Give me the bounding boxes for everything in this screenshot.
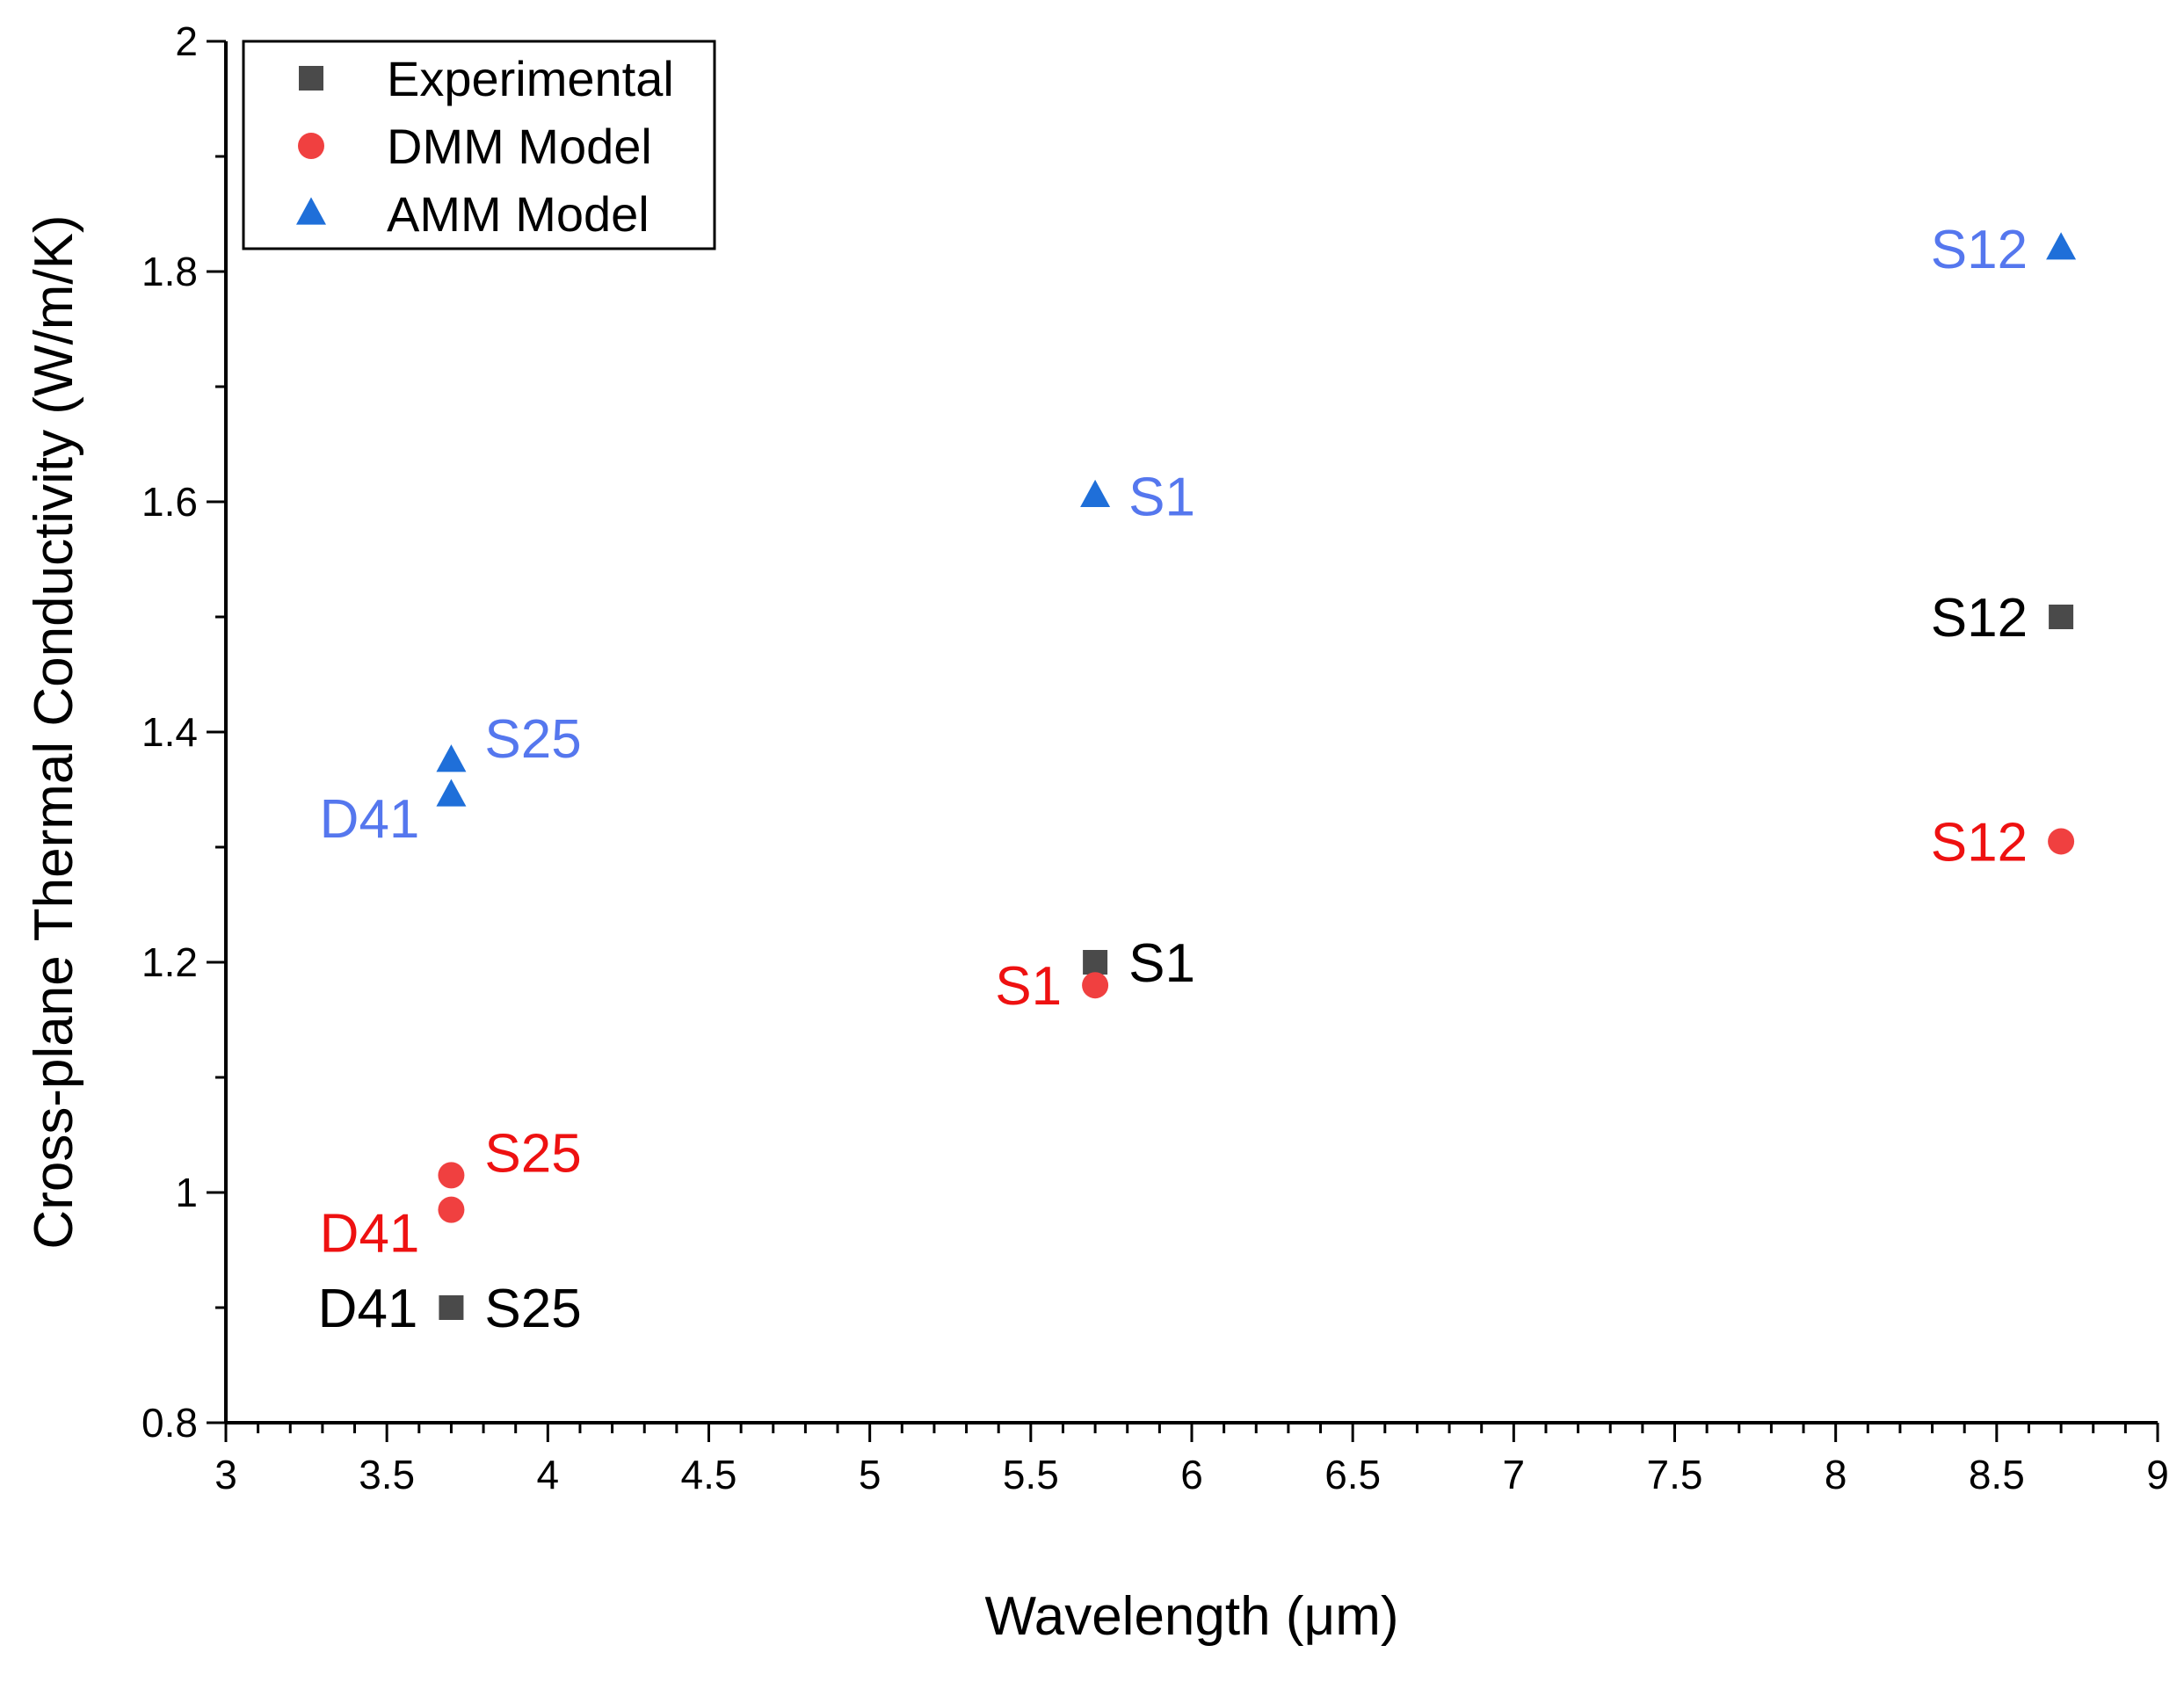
y-tick-label: 1.2 xyxy=(141,939,198,985)
x-tick-label: 7.5 xyxy=(1647,1452,1703,1497)
x-tick-label: 8.5 xyxy=(1969,1452,2025,1497)
dmm-model-point xyxy=(438,1196,465,1223)
dmm-model-point-label: D41 xyxy=(320,1204,420,1265)
x-tick-label: 9 xyxy=(2146,1452,2169,1497)
dmm-model-point-label: S12 xyxy=(1931,812,2028,873)
legend-marker-amm-model xyxy=(296,197,326,225)
amm-model-point xyxy=(436,779,467,807)
y-tick-label: 1.4 xyxy=(141,709,198,755)
experimental-point-label: S12 xyxy=(1931,588,2028,649)
x-tick-label: 8 xyxy=(1825,1452,1847,1497)
y-tick-label: 0.8 xyxy=(141,1400,198,1446)
x-tick-label: 5 xyxy=(859,1452,882,1497)
experimental-point xyxy=(2049,605,2074,629)
x-tick-label: 3 xyxy=(214,1452,237,1497)
y-tick-label: 2 xyxy=(175,18,198,64)
legend-label-dmm-model: DMM Model xyxy=(387,119,652,174)
x-tick-label: 4 xyxy=(537,1452,560,1497)
axes: 3 3.5 4 4.5 5 5.5 6 6.5 7 7.5 8 8.5 9 0.8 1 1.2 1.4 1.6 1.… xyxy=(141,18,2169,1497)
x-tick-label: 7 xyxy=(1503,1452,1526,1497)
dmm-model-point xyxy=(2048,828,2075,855)
legend-marker-experimental xyxy=(299,66,323,91)
legend-marker-dmm-model xyxy=(298,133,324,159)
experimental-point-label: S1 xyxy=(1128,933,1195,994)
amm-model-point xyxy=(2046,232,2077,260)
amm-model-point-label: D41 xyxy=(320,789,420,850)
y-axis-title: Cross-plane Thermal Conductivity (W/m/K) xyxy=(24,214,84,1249)
y-tick-label: 1.6 xyxy=(141,479,198,525)
x-tick-label: 6 xyxy=(1180,1452,1203,1497)
amm-model-point xyxy=(1080,479,1111,508)
x-tick-label: 6.5 xyxy=(1324,1452,1381,1497)
experimental-point-label: S25 xyxy=(484,1279,581,1339)
experimental-point xyxy=(439,1295,464,1320)
amm-model-point xyxy=(436,744,467,772)
dmm-model-point-label: S1 xyxy=(995,956,1062,1017)
data-marks xyxy=(436,232,2077,1320)
amm-model-point-label: S12 xyxy=(1931,220,2028,280)
experimental-point xyxy=(1083,950,1108,975)
x-tick-label: 3.5 xyxy=(359,1452,415,1497)
dmm-model-point-label: S25 xyxy=(484,1123,581,1184)
experimental-point-label: D41 xyxy=(318,1279,418,1339)
y-tick-label: 1.8 xyxy=(141,249,198,294)
x-axis-title: Wavelength (μm) xyxy=(985,1586,1399,1647)
legend-label-amm-model: AMM Model xyxy=(387,186,649,242)
y-tick-label: 1 xyxy=(175,1170,198,1215)
amm-model-point-label: S1 xyxy=(1128,467,1195,527)
x-tick-label: 4.5 xyxy=(681,1452,737,1497)
amm-model-point-label: S25 xyxy=(484,709,581,770)
point-labels: D41 S25 S1 S12 S25 D41 S1 S12 S25 D41 S1 S12 xyxy=(318,220,2028,1339)
legend-label-experimental: Experimental xyxy=(387,51,674,106)
legend: Experimental DMM Model AMM Model xyxy=(242,40,716,250)
dmm-model-point xyxy=(1082,972,1109,999)
x-tick-label: 5.5 xyxy=(1003,1452,1059,1497)
dmm-model-point xyxy=(438,1162,465,1189)
